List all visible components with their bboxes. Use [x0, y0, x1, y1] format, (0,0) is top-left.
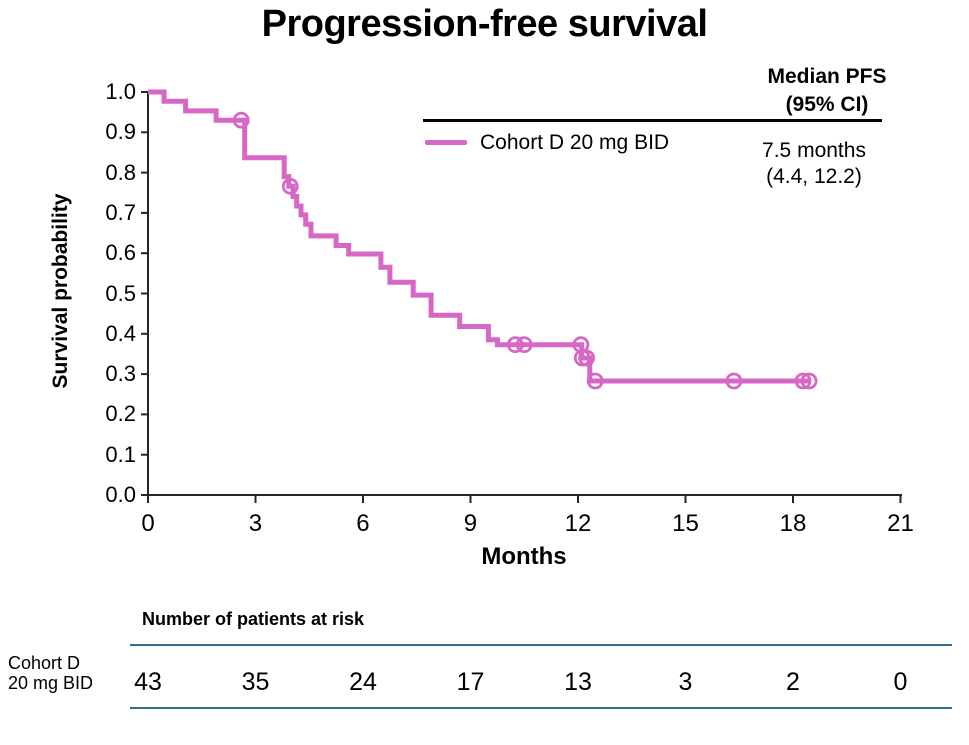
- legend-median-value: 7.5 months (4.4, 12.2): [714, 138, 914, 190]
- censor-mark: [578, 349, 595, 367]
- censor-marks: [232, 111, 818, 390]
- risk-count: 35: [241, 668, 270, 696]
- x-tick-label: 21: [887, 510, 914, 537]
- x-tick-label: 18: [779, 510, 807, 537]
- x-tick-label: 12: [564, 510, 592, 537]
- risk-count: 3: [678, 668, 693, 696]
- risk-table-rule-top: [130, 644, 952, 646]
- chart-title: Progression-free survival: [261, 3, 708, 45]
- risk-count: 24: [349, 668, 377, 696]
- median-value-line1: 7.5 months: [762, 139, 866, 162]
- median-value-line2: (4.4, 12.2): [766, 165, 862, 188]
- censor-mark: [725, 372, 743, 390]
- y-tick-label: 0.1: [105, 441, 136, 467]
- y-tick-label: 0.8: [105, 159, 136, 185]
- axes: [141, 91, 902, 503]
- legend-line-swatch: [425, 140, 467, 145]
- x-tick-label: 15: [672, 510, 699, 537]
- censor-mark: [281, 177, 299, 195]
- x-axis-title: Months: [481, 543, 567, 570]
- censor-mark: [506, 336, 524, 354]
- y-tick-label: 0.7: [105, 199, 136, 225]
- y-tick-label: 0.5: [105, 280, 136, 306]
- censor-mark: [794, 372, 812, 390]
- km-step-curve: [148, 89, 811, 384]
- legend-series-label: Cohort D 20 mg BID: [480, 131, 670, 154]
- risk-count: 17: [456, 668, 485, 696]
- y-tick-label: 0.3: [105, 361, 136, 387]
- censor-mark: [800, 372, 818, 390]
- y-tick-label: 0.9: [105, 119, 136, 145]
- y-tick-label: 0.6: [105, 240, 136, 266]
- risk-row-label-line2: 20 mg BID: [8, 673, 94, 693]
- y-tick-label: 0.0: [105, 482, 136, 507]
- risk-row-label-line1: Cohort D: [8, 653, 81, 673]
- risk-row-label: Cohort D 20 mg BID: [8, 653, 93, 693]
- legend-header: Median PFS (95% CI): [727, 63, 927, 119]
- y-tick-label: 0.2: [105, 401, 136, 427]
- risk-count: 43: [134, 668, 162, 696]
- y-tick-label: 1.0: [105, 79, 136, 104]
- risk-count: 0: [893, 668, 908, 696]
- x-tick-label: 0: [141, 510, 155, 537]
- risk-count: 2: [786, 668, 800, 696]
- legend-divider-rule: [423, 119, 882, 122]
- censor-mark: [586, 372, 604, 390]
- censor-mark: [515, 336, 533, 354]
- censor-mark: [232, 111, 250, 129]
- risk-table-header: Number of patients at risk: [142, 609, 365, 629]
- x-tick-label: 6: [356, 510, 370, 537]
- survival-curve: [148, 89, 811, 384]
- legend-header-line1: Median PFS: [767, 65, 887, 88]
- risk-count: 13: [564, 668, 592, 696]
- y-tick-label: 0.4: [105, 320, 136, 346]
- x-tick-label: 9: [463, 510, 478, 537]
- legend-header-line2: (95% CI): [785, 93, 869, 116]
- risk-table-rule-bottom: [130, 707, 952, 709]
- x-tick-label: 3: [248, 510, 263, 537]
